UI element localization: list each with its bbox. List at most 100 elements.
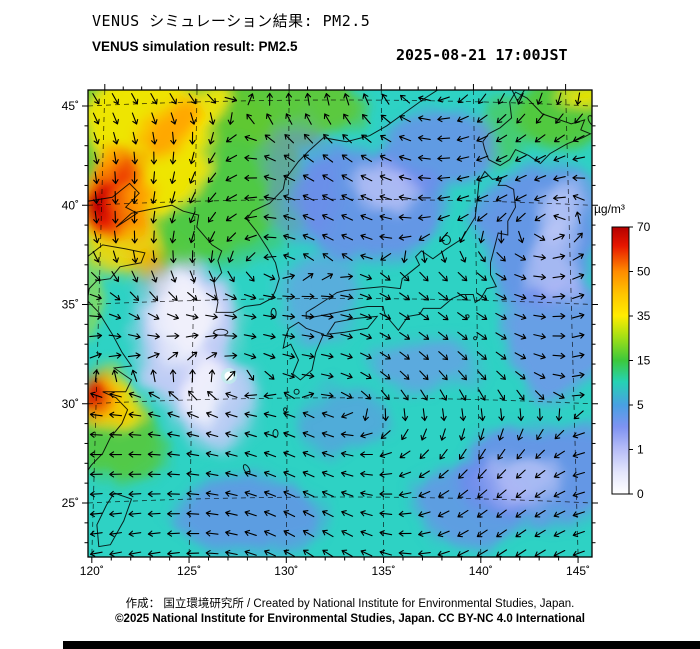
wind-arrow bbox=[322, 549, 334, 557]
wind-arrow bbox=[111, 369, 118, 383]
wind-arrow bbox=[399, 134, 412, 142]
wind-arrow bbox=[515, 371, 526, 380]
wind-arrow bbox=[497, 428, 504, 441]
wind-arrow bbox=[244, 392, 258, 399]
wind-arrow bbox=[401, 428, 409, 441]
wind-arrow bbox=[303, 549, 315, 557]
wind-arrow bbox=[112, 210, 119, 224]
wind-arrow bbox=[208, 270, 216, 283]
wind-arrow bbox=[515, 469, 526, 479]
wind-arrow bbox=[360, 529, 373, 537]
map-field bbox=[88, 90, 592, 557]
coastline-path bbox=[326, 315, 379, 335]
wind-arrow bbox=[244, 194, 258, 202]
wind-arrow bbox=[167, 411, 180, 418]
wind-arrow bbox=[515, 134, 527, 143]
pm25-blob bbox=[175, 473, 325, 557]
wind-arrow bbox=[418, 470, 430, 479]
x-tick-label: 145˚ bbox=[566, 564, 590, 578]
wind-arrow bbox=[244, 450, 257, 457]
wind-arrow bbox=[359, 273, 372, 281]
wind-arrow bbox=[536, 408, 544, 422]
pm25-blob bbox=[528, 222, 584, 302]
wind-arrow bbox=[554, 429, 565, 440]
wind-arrow bbox=[112, 151, 119, 165]
wind-arrow bbox=[360, 154, 373, 163]
wind-arrow bbox=[417, 154, 431, 162]
colorbar-unit-label: µg/m³ bbox=[594, 202, 625, 216]
island-outline bbox=[441, 235, 451, 245]
pm25-blob bbox=[370, 334, 480, 390]
wind-arrow bbox=[246, 113, 255, 125]
wind-arrow bbox=[226, 134, 237, 143]
wind-arrow bbox=[571, 332, 585, 339]
coastline-path bbox=[482, 91, 592, 167]
wind-arrow bbox=[533, 293, 547, 300]
wind-arrow bbox=[401, 250, 408, 264]
wind-arrow bbox=[417, 194, 431, 201]
wind-arrow bbox=[131, 250, 139, 264]
meridian-line bbox=[91, 90, 106, 557]
wind-arrow bbox=[150, 191, 157, 204]
wind-arrow bbox=[244, 431, 257, 438]
wind-arrow bbox=[320, 313, 334, 320]
wind-arrow bbox=[515, 489, 527, 499]
island-outline bbox=[283, 407, 288, 413]
wind-arrow bbox=[205, 292, 218, 301]
wind-arrow bbox=[185, 332, 199, 339]
wind-arrow bbox=[514, 313, 527, 320]
wind-arrow bbox=[534, 213, 546, 222]
wind-arrow bbox=[341, 174, 353, 182]
wind-arrow bbox=[225, 194, 238, 202]
wind-arrow bbox=[89, 530, 103, 537]
x-tick-label: 120˚ bbox=[80, 564, 104, 578]
wind-arrow bbox=[93, 191, 100, 204]
wind-arrow bbox=[533, 333, 546, 340]
coastline-path bbox=[282, 321, 325, 381]
wind-arrow bbox=[418, 292, 430, 301]
wind-arrow bbox=[341, 510, 354, 517]
wind-arrow bbox=[243, 353, 257, 360]
wind-arrow bbox=[244, 154, 258, 162]
wind-arrow bbox=[188, 230, 196, 244]
wind-arrow bbox=[225, 510, 238, 517]
wind-arrow bbox=[515, 529, 527, 538]
wind-arrow bbox=[282, 313, 296, 320]
wind-arrow bbox=[379, 490, 393, 498]
axes: 120˚ 125˚ 130˚ 135˚ 140˚ 145˚ 25˚ 30˚ 35˚ 40˚ 45˚ bbox=[62, 84, 598, 578]
wind-arrow bbox=[418, 331, 430, 340]
y-tick-label: 25˚ bbox=[62, 496, 79, 510]
wind-arrow bbox=[283, 411, 296, 418]
wind-arrow bbox=[495, 155, 508, 162]
wind-arrow bbox=[148, 391, 160, 399]
wind-arrow bbox=[151, 131, 158, 145]
wind-arrow bbox=[207, 211, 217, 223]
wind-arrow bbox=[112, 171, 119, 185]
wind-arrow bbox=[320, 293, 334, 300]
wind-arrow bbox=[320, 392, 334, 399]
wind-arrow bbox=[225, 530, 238, 537]
wind-arrow bbox=[205, 332, 218, 339]
wind-arrow bbox=[476, 529, 488, 538]
wind-arrow bbox=[341, 253, 353, 261]
wind-arrow bbox=[360, 510, 373, 517]
wind-arrow bbox=[479, 408, 486, 422]
meridian-line bbox=[565, 90, 579, 557]
wind-arrow bbox=[207, 192, 217, 203]
wind-arrow bbox=[359, 333, 372, 340]
wind-arrow bbox=[188, 93, 197, 105]
wind-arrow bbox=[341, 194, 354, 202]
timestamp: 2025-08-21 17:00JST bbox=[396, 46, 568, 64]
meridian-line bbox=[188, 90, 198, 557]
wind-arrow bbox=[381, 93, 390, 105]
wind-arrow bbox=[224, 293, 237, 301]
wind-arrow bbox=[93, 171, 100, 185]
wind-arrow bbox=[207, 93, 217, 104]
wind-arrow bbox=[515, 509, 527, 518]
wind-arrow bbox=[574, 113, 584, 124]
wind-arrow bbox=[457, 115, 469, 123]
wind-arrow bbox=[322, 253, 334, 262]
wind-arrow bbox=[208, 369, 216, 383]
wind-arrow bbox=[496, 529, 507, 538]
